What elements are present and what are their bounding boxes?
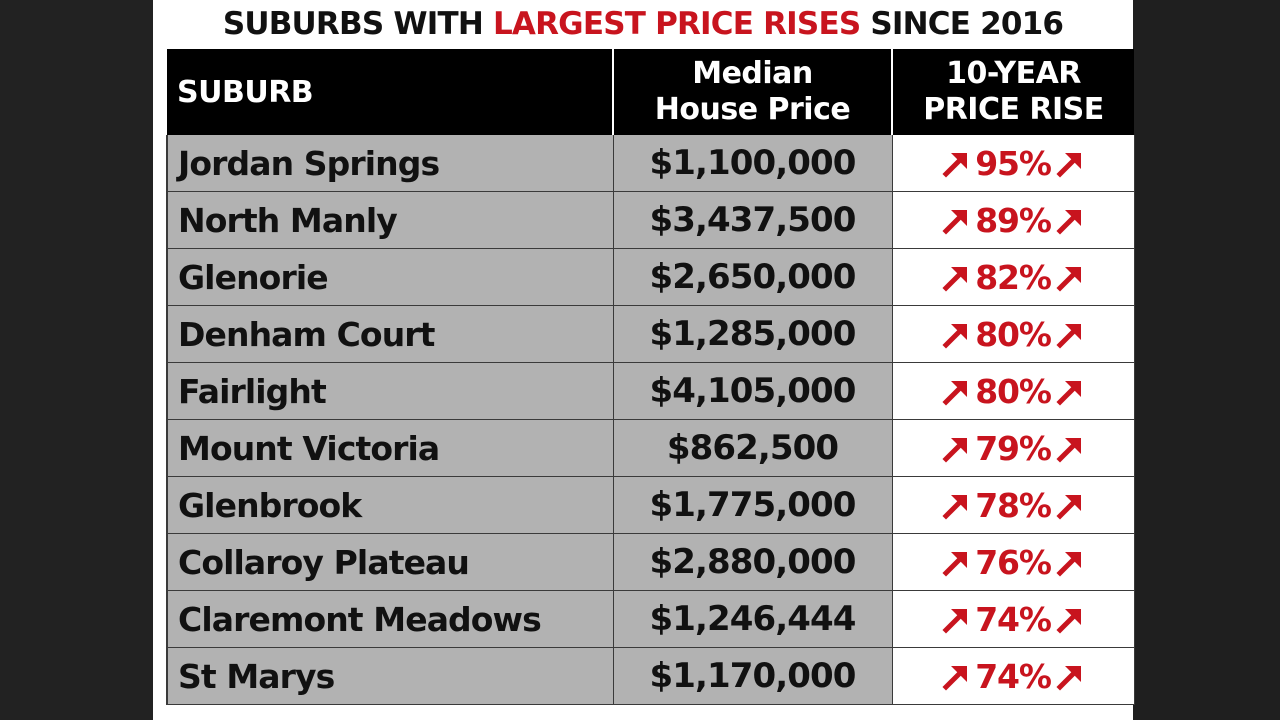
header-rise-line-1: 10-YEAR xyxy=(946,56,1081,91)
arrow-up-right-icon xyxy=(941,376,971,406)
price-rise-cell: 79% xyxy=(891,419,1135,477)
arrow-up-right-icon xyxy=(941,490,971,520)
median-price-cell: $1,100,000 xyxy=(612,135,893,192)
table-row: Mount Victoria $862,500 79% xyxy=(166,419,1135,477)
header-suburb-line-1: SUBURB xyxy=(177,74,314,110)
median-price-cell: $4,105,000 xyxy=(612,362,893,420)
table-row: Denham Court $1,285,000 80% xyxy=(166,305,1135,363)
arrow-up-right-icon xyxy=(1055,490,1085,520)
arrow-up-right-icon xyxy=(1055,547,1085,577)
table-row: North Manly $3,437,500 89% xyxy=(166,191,1135,249)
price-rise-value: 76% xyxy=(975,542,1052,582)
price-rise-table: SUBURB Median House Price 10-YEAR PRICE … xyxy=(166,49,1135,705)
title-highlight: LARGEST PRICE RISES xyxy=(492,6,861,42)
title-part-1: SUBURBS WITH xyxy=(222,6,493,42)
table-row: Claremont Meadows $1,246,444 74% xyxy=(166,590,1135,648)
median-price-cell: $862,500 xyxy=(612,419,893,477)
arrow-up-right-icon xyxy=(941,547,971,577)
header-price-rise: 10-YEAR PRICE RISE xyxy=(892,49,1134,135)
median-price-cell: $2,650,000 xyxy=(612,248,893,306)
table-row: Jordan Springs $1,100,000 95% xyxy=(166,135,1135,192)
price-rise-cell: 80% xyxy=(891,305,1135,363)
price-rise-value: 95% xyxy=(975,143,1052,183)
price-rise-value: 78% xyxy=(975,485,1052,525)
header-rise-line-2: PRICE RISE xyxy=(923,92,1104,127)
suburb-cell: Fairlight xyxy=(166,362,614,420)
arrow-up-right-icon xyxy=(941,148,971,178)
header-median-line-2: House Price xyxy=(654,92,851,127)
suburb-cell: Claremont Meadows xyxy=(166,590,614,648)
price-rise-value: 80% xyxy=(975,314,1052,354)
suburb-cell: Glenorie xyxy=(166,248,614,306)
price-rise-value: 82% xyxy=(975,257,1052,297)
arrow-up-right-icon xyxy=(941,661,971,691)
suburb-cell: Collaroy Plateau xyxy=(166,533,614,591)
arrow-up-right-icon xyxy=(941,604,971,634)
right-frame xyxy=(1133,0,1280,720)
price-rise-value: 74% xyxy=(975,599,1052,639)
suburb-cell: Mount Victoria xyxy=(166,419,614,477)
price-rise-value: 80% xyxy=(975,371,1052,411)
suburb-cell: St Marys xyxy=(166,647,614,705)
suburb-cell: Denham Court xyxy=(166,305,614,363)
arrow-up-right-icon xyxy=(1055,262,1085,292)
price-rise-cell: 74% xyxy=(891,590,1135,648)
arrow-up-right-icon xyxy=(941,262,971,292)
median-price-cell: $1,246,444 xyxy=(612,590,893,648)
arrow-up-right-icon xyxy=(941,205,971,235)
arrow-up-right-icon xyxy=(1055,604,1085,634)
arrow-up-right-icon xyxy=(1055,205,1085,235)
table-row: Glenbrook $1,775,000 78% xyxy=(166,476,1135,534)
price-rise-value: 89% xyxy=(975,200,1052,240)
title-part-2: SINCE 2016 xyxy=(860,6,1064,42)
price-rise-cell: 95% xyxy=(891,135,1135,192)
median-price-cell: $2,880,000 xyxy=(612,533,893,591)
suburb-cell: Glenbrook xyxy=(166,476,614,534)
table-row: Collaroy Plateau $2,880,000 76% xyxy=(166,533,1135,591)
price-rise-value: 79% xyxy=(975,428,1052,468)
arrow-up-right-icon xyxy=(941,433,971,463)
arrow-up-right-icon xyxy=(1055,433,1085,463)
table-row: St Marys $1,170,000 74% xyxy=(166,647,1135,705)
table-row: Fairlight $4,105,000 80% xyxy=(166,362,1135,420)
header-median-price: Median House Price xyxy=(613,49,893,135)
header-median-line-1: Median xyxy=(692,56,813,91)
median-price-cell: $3,437,500 xyxy=(612,191,893,249)
table-body: Jordan Springs $1,100,000 95% North Manly $3… xyxy=(166,135,1135,705)
table-row: Glenorie $2,650,000 82% xyxy=(166,248,1135,306)
price-rise-value: 74% xyxy=(975,656,1052,696)
left-frame xyxy=(0,0,153,720)
arrow-up-right-icon xyxy=(1055,148,1085,178)
arrow-up-right-icon xyxy=(1055,319,1085,349)
arrow-up-right-icon xyxy=(1055,376,1085,406)
suburb-cell: North Manly xyxy=(166,191,614,249)
chart-title: SUBURBS WITH LARGEST PRICE RISES SINCE 2… xyxy=(153,2,1133,46)
suburb-cell: Jordan Springs xyxy=(166,135,614,192)
price-rise-cell: 89% xyxy=(891,191,1135,249)
arrow-up-right-icon xyxy=(941,319,971,349)
price-rise-cell: 78% xyxy=(891,476,1135,534)
header-suburb: SUBURB xyxy=(167,49,614,135)
median-price-cell: $1,775,000 xyxy=(612,476,893,534)
price-rise-cell: 80% xyxy=(891,362,1135,420)
price-rise-cell: 74% xyxy=(891,647,1135,705)
median-price-cell: $1,285,000 xyxy=(612,305,893,363)
arrow-up-right-icon xyxy=(1055,661,1085,691)
median-price-cell: $1,170,000 xyxy=(612,647,893,705)
price-rise-cell: 82% xyxy=(891,248,1135,306)
price-rise-cell: 76% xyxy=(891,533,1135,591)
table-header-row: SUBURB Median House Price 10-YEAR PRICE … xyxy=(167,49,1134,135)
